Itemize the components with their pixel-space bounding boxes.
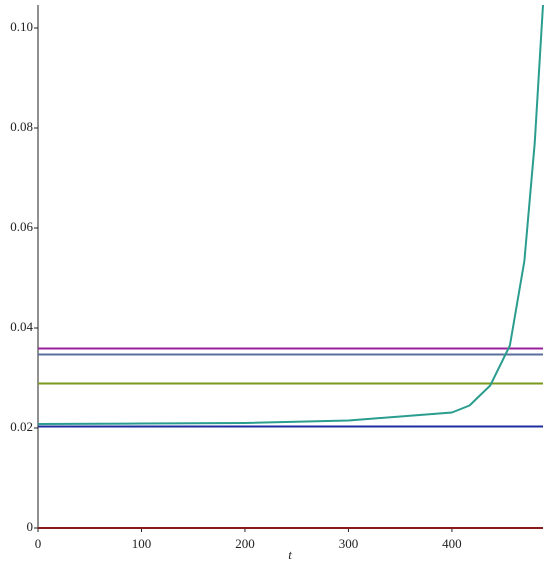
y-tick-label: 0 <box>27 519 34 534</box>
x-tick-label: 100 <box>132 536 152 551</box>
x-tick-label: 200 <box>235 536 255 551</box>
x-tick-label: 0 <box>35 536 42 551</box>
y-tick-label: 0.10 <box>10 19 33 34</box>
y-tick-label: 0.04 <box>10 319 33 334</box>
x-axis-label: t <box>288 547 292 562</box>
line <box>37 4 544 425</box>
y-tick-label: 0.06 <box>10 219 33 234</box>
y-tick-label: 0.02 <box>10 419 33 434</box>
x-tick-label: 400 <box>442 536 462 551</box>
x-tick-label: 300 <box>339 536 359 551</box>
y-tick-label: 0.08 <box>10 119 33 134</box>
